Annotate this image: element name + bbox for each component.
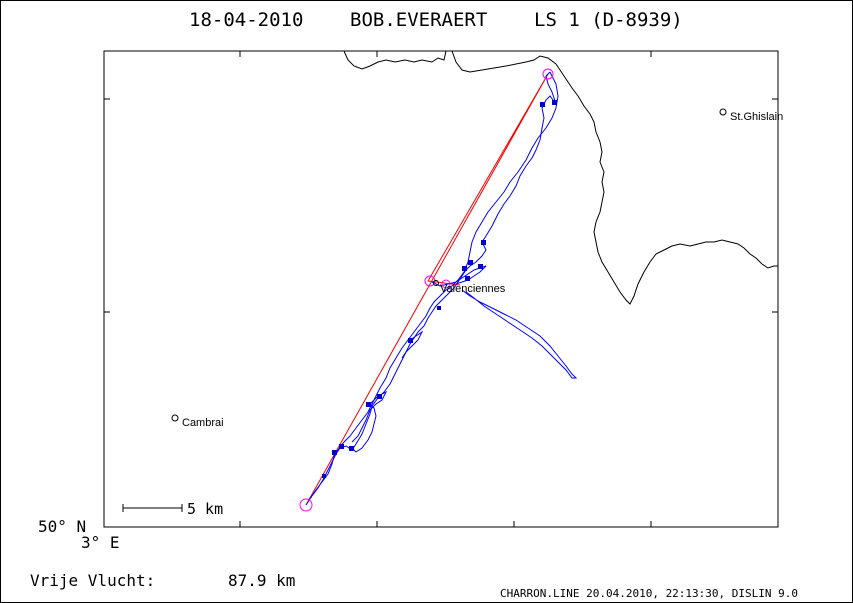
scale-bar: 5 km xyxy=(122,500,223,518)
north-turnpoint xyxy=(542,68,554,80)
right-ticks xyxy=(772,98,778,313)
place-label: Cambrai xyxy=(182,417,224,429)
footer-credit: CHARRON.LINE 20.04.2010, 22:13:30, DISLI… xyxy=(500,587,798,600)
town-dot-icon xyxy=(719,108,727,116)
longitude-label: 3° E xyxy=(81,533,120,552)
place-valenciennes: Valenciennes xyxy=(433,280,506,295)
country-border xyxy=(343,50,778,305)
latitude-label: 50° N xyxy=(38,517,86,536)
place-label: Valenciennes xyxy=(440,283,506,295)
town-dot-icon xyxy=(433,280,439,286)
plot-frame xyxy=(103,50,779,528)
town-dot-icon xyxy=(171,414,179,422)
task-line xyxy=(305,73,549,506)
pilot-name: BOB.EVERAERT xyxy=(350,9,487,31)
top-ticks xyxy=(239,51,652,57)
distance-label: Vrije Vlucht: xyxy=(30,571,155,590)
left-ticks xyxy=(104,98,110,313)
finish-turnpoint xyxy=(441,279,451,289)
place-cambrai: Cambrai xyxy=(171,414,224,429)
place-st-ghislain: St.Ghislain xyxy=(719,108,783,123)
scale-label: 5 km xyxy=(187,500,223,518)
place-label: St.Ghislain xyxy=(730,111,783,123)
bottom-ticks xyxy=(239,521,652,527)
flight-date: 18-04-2010 xyxy=(189,9,303,31)
track-markers xyxy=(322,100,557,478)
glider-id: LS 1 (D-8939) xyxy=(534,9,683,31)
start-turnpoint xyxy=(299,498,313,512)
distance-value: 87.9 km xyxy=(228,571,295,590)
